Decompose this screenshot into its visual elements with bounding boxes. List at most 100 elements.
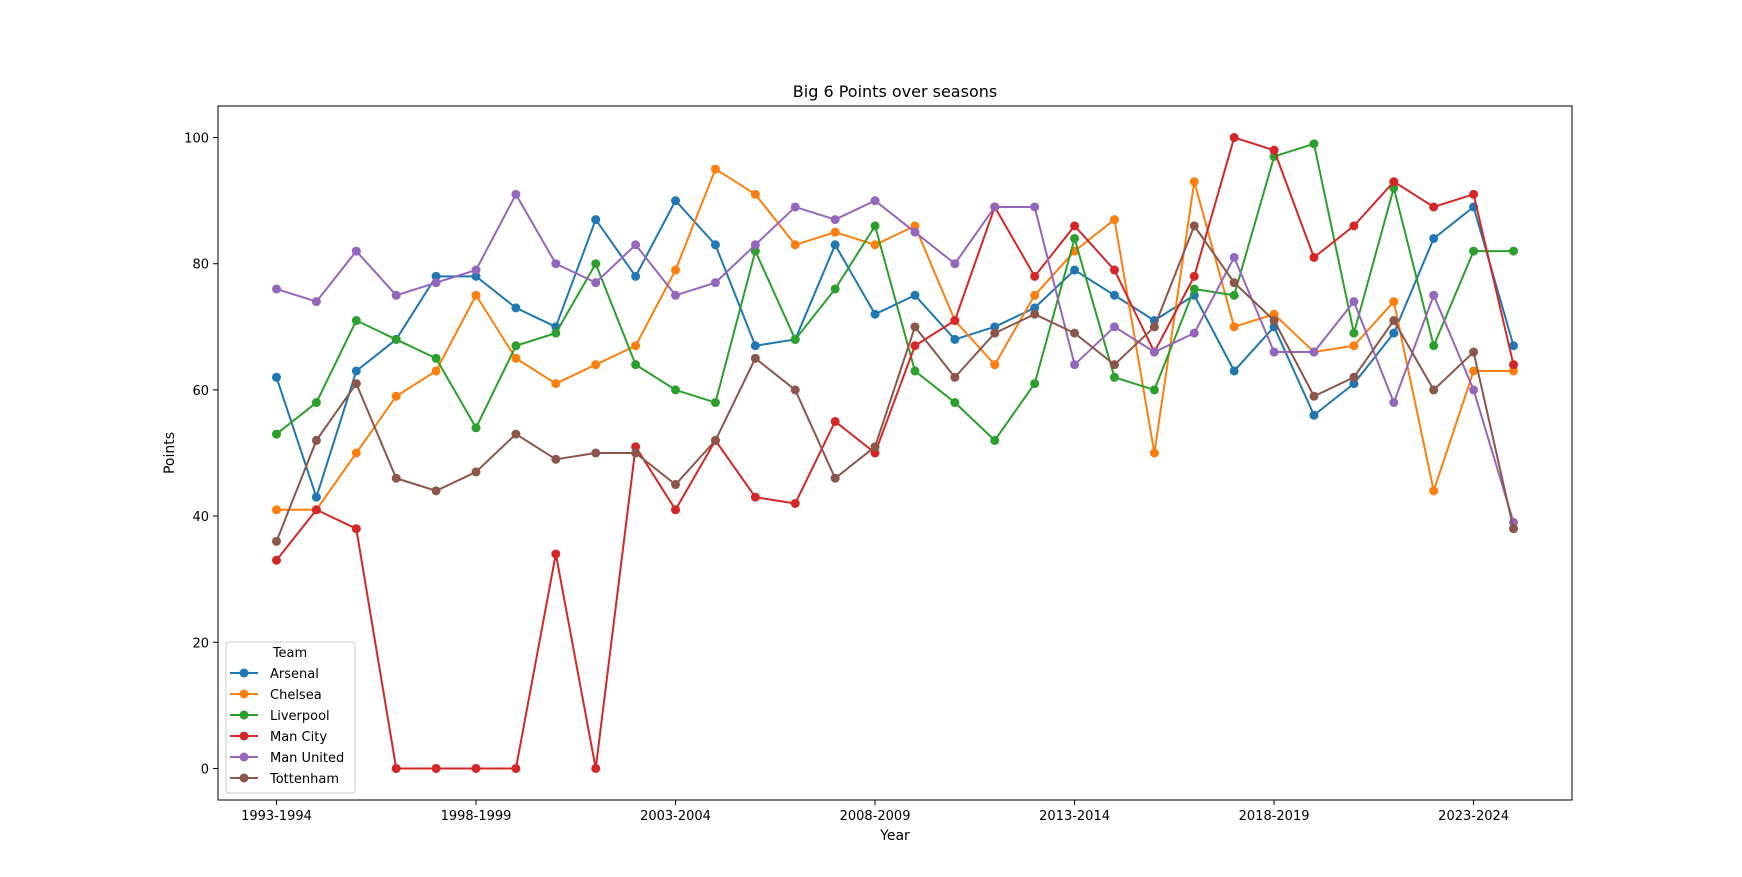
axes-frame — [217, 105, 1573, 801]
legend-label: Tottenham — [269, 772, 339, 787]
legend-entry: Man City — [230, 730, 327, 745]
series-arsenal — [271, 196, 1519, 502]
series-group — [271, 133, 1519, 773]
data-point — [271, 536, 281, 546]
data-point — [471, 423, 481, 433]
data-point — [511, 303, 521, 313]
data-point — [1109, 265, 1119, 275]
legend-entry: Liverpool — [230, 709, 330, 724]
data-point — [1030, 303, 1040, 313]
data-point — [870, 309, 880, 319]
x-tick-label: 2003-2004 — [640, 809, 711, 824]
data-point — [671, 196, 681, 206]
data-point — [990, 360, 1000, 370]
data-point — [1469, 347, 1479, 357]
data-point — [1070, 233, 1080, 243]
chart-title: Big 6 Points over seasons — [793, 82, 997, 101]
data-point — [750, 246, 760, 256]
legend-marker — [239, 731, 249, 741]
data-point — [431, 353, 441, 363]
data-point — [750, 189, 760, 199]
data-point — [551, 549, 561, 559]
data-point — [1229, 252, 1239, 262]
data-point — [471, 290, 481, 300]
data-point — [1149, 322, 1159, 332]
data-point — [471, 763, 481, 773]
data-point — [1070, 265, 1080, 275]
data-point — [1349, 372, 1359, 382]
data-point — [910, 227, 920, 237]
data-point — [1189, 271, 1199, 281]
data-point — [1229, 366, 1239, 376]
data-point — [1469, 385, 1479, 395]
data-point — [750, 240, 760, 250]
data-point — [1189, 328, 1199, 338]
data-point — [990, 435, 1000, 445]
data-point — [551, 454, 561, 464]
data-point — [870, 221, 880, 231]
legend-title: Team — [272, 646, 307, 661]
data-point — [1509, 366, 1519, 376]
legend-marker — [239, 752, 249, 762]
data-point — [311, 435, 321, 445]
data-point — [710, 435, 720, 445]
data-point — [1030, 309, 1040, 319]
data-point — [351, 246, 361, 256]
data-point — [1509, 360, 1519, 370]
data-point — [790, 385, 800, 395]
data-point — [511, 763, 521, 773]
data-point — [910, 366, 920, 376]
data-point — [631, 271, 641, 281]
legend-marker — [239, 710, 249, 720]
data-point — [1269, 347, 1279, 357]
x-tick-label: 1993-1994 — [241, 809, 312, 824]
data-point — [631, 360, 641, 370]
data-point — [790, 498, 800, 508]
data-point — [351, 448, 361, 458]
data-point — [351, 379, 361, 389]
data-point — [1389, 183, 1399, 193]
x-axis-label: Year — [879, 828, 910, 844]
data-point — [391, 391, 401, 401]
data-point — [1469, 189, 1479, 199]
data-point — [1349, 379, 1359, 389]
data-point — [750, 341, 760, 351]
data-point — [311, 505, 321, 515]
data-point — [830, 473, 840, 483]
data-point — [950, 334, 960, 344]
data-point — [1070, 360, 1080, 370]
legend-frame — [225, 641, 356, 794]
data-point — [990, 202, 1000, 212]
data-point — [750, 492, 760, 502]
data-point — [1269, 316, 1279, 326]
y-axis: 0 20 40 60 80 100 — [184, 132, 218, 777]
data-point — [1469, 246, 1479, 256]
legend-label: Man United — [270, 751, 344, 766]
data-point — [950, 372, 960, 382]
data-point — [1269, 145, 1279, 155]
data-point — [671, 385, 681, 395]
data-point — [511, 189, 521, 199]
data-point — [830, 215, 840, 225]
data-point — [1429, 290, 1439, 300]
data-point — [1109, 372, 1119, 382]
data-point — [551, 328, 561, 338]
data-point — [591, 763, 601, 773]
data-point — [710, 278, 720, 288]
data-point — [431, 271, 441, 281]
data-point — [1429, 341, 1439, 351]
data-point — [950, 398, 960, 408]
data-point — [471, 467, 481, 477]
data-point — [671, 505, 681, 515]
data-point — [990, 328, 1000, 338]
data-point — [1509, 524, 1519, 534]
data-point — [910, 322, 920, 332]
data-point — [271, 555, 281, 565]
legend-marker — [239, 668, 249, 678]
x-axis: 1993-1994 1998-1999 2003-2004 2008-2009 2013… — [241, 800, 1509, 824]
series-line — [275, 136, 1515, 770]
data-point — [1229, 278, 1239, 288]
legend-entry: Chelsea — [230, 688, 322, 703]
data-point — [671, 290, 681, 300]
data-point — [471, 265, 481, 275]
